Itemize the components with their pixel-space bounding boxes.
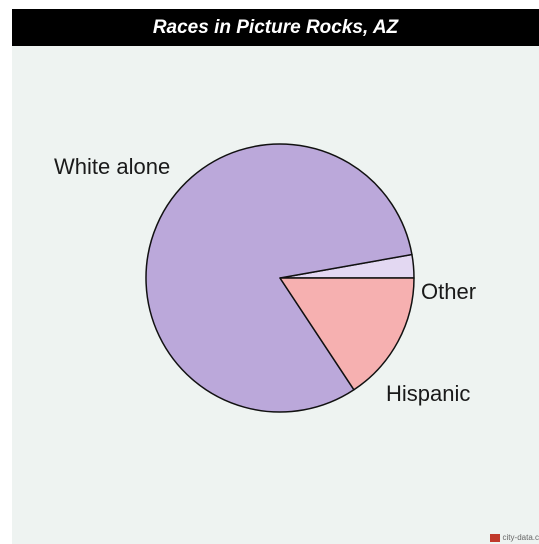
slice-label-other: Other [421, 279, 476, 304]
slice-label-hispanic: Hispanic [386, 381, 470, 406]
title-bar: Races in Picture Rocks, AZ [12, 9, 539, 46]
pie-slice-white-alone [145, 143, 413, 413]
city-data-logo-icon [489, 533, 500, 542]
pie-slice-hispanic [279, 277, 415, 391]
watermark-text: city-data.c [502, 533, 539, 542]
slice-label-white-alone: White alone [54, 154, 170, 179]
watermark: city-data.c [489, 533, 539, 542]
pie-chart: Other White alone Hispanic [54, 143, 476, 413]
chart-title: Races in Picture Rocks, AZ [152, 16, 399, 38]
chart-frame: Races in Picture Rocks, AZ Other White al… [12, 9, 539, 544]
